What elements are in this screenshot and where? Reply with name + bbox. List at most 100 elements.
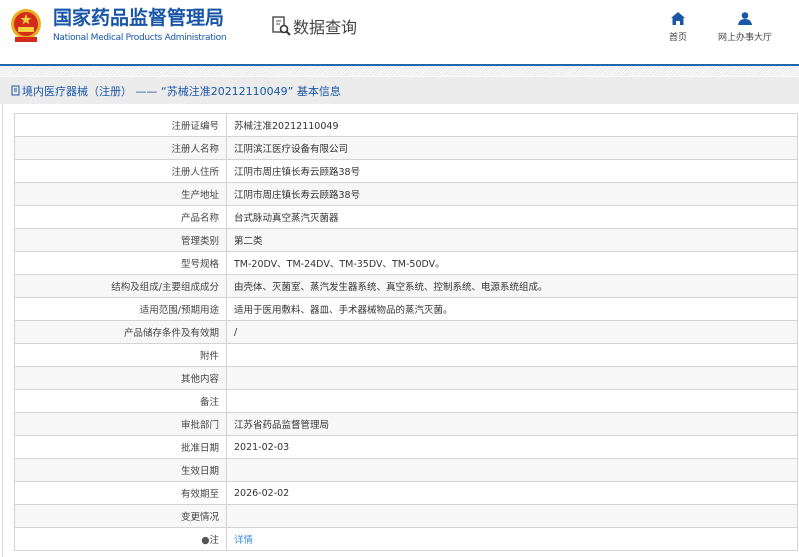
document-icon [11, 85, 20, 96]
pin-icon: ● [201, 535, 210, 546]
nav-home[interactable]: 首页 [643, 12, 713, 43]
row-label: 产品储存条件及有效期 [14, 320, 227, 344]
row-label-text: 批准日期 [180, 443, 219, 454]
row-value: 江阴市周庄镇长寿云顾路38号 [226, 182, 798, 206]
row-label-text: 注 [209, 535, 219, 546]
table-row: 生产地址 江阴市周庄镇长寿云顾路38号 [14, 182, 798, 206]
row-label-text: 审批部门 [180, 420, 219, 431]
row-label-text: 产品储存条件及有效期 [123, 328, 219, 339]
header-pattern [0, 66, 799, 76]
row-value: 2026-02-02 [226, 481, 798, 505]
row-label: 注册证编号 [14, 113, 227, 137]
row-label: 结构及组成/主要组成成分 [14, 274, 227, 298]
table-row: 审批部门 江苏省药品监督管理局 [14, 412, 798, 436]
row-value: 适用于医用敷料、器皿、手术器械物品的蒸汽灭菌。 [226, 297, 798, 321]
table-row: ●注 详情 [14, 527, 798, 551]
row-label-text: 管理类别 [180, 236, 219, 247]
site-header: 国家药品监督管理局 National Medical Products Admi… [0, 0, 799, 64]
row-label: 生产地址 [14, 182, 227, 206]
row-value: 江阴滨江医疗设备有限公司 [226, 136, 798, 160]
row-label: 适用范围/预期用途 [14, 297, 227, 321]
table-row: 产品储存条件及有效期 / [14, 320, 798, 344]
row-value [226, 366, 798, 390]
row-value [226, 389, 798, 413]
row-value [226, 458, 798, 482]
user-icon [738, 12, 752, 25]
row-label-text: 变更情况 [180, 512, 219, 523]
row-label: 注册人住所 [14, 159, 227, 183]
details-link[interactable]: 详情 [234, 535, 254, 546]
data-query-heading: 数据查询 [271, 14, 357, 38]
row-label: 审批部门 [14, 412, 227, 436]
table-row: 有效期至 2026-02-02 [14, 481, 798, 505]
row-label-text: 适用范围/预期用途 [139, 305, 219, 316]
row-value [226, 504, 798, 528]
row-label-text: 其他内容 [180, 374, 219, 385]
table-row: 产品名称 台式脉动真空蒸汽灭菌器 [14, 205, 798, 229]
nav-online-hall-label: 网上办事大厅 [717, 33, 772, 43]
row-label: 生效日期 [14, 458, 227, 482]
document-search-icon [272, 16, 291, 36]
row-label: 备注 [14, 389, 227, 413]
detail-table: 注册证编号 苏械注准20212110049 注册人名称 江阴滨江医疗设备有限公司 注册人… [14, 113, 798, 551]
row-label: 变更情况 [14, 504, 227, 528]
row-label: 管理类别 [14, 228, 227, 252]
table-row: 生效日期 [14, 458, 798, 482]
row-label-text: 备注 [199, 397, 219, 408]
table-row: 管理类别 第二类 [14, 228, 798, 252]
national-emblem-icon [11, 9, 41, 42]
breadcrumb-text: 境内医疗器械（注册） —— “苏械注准20212110049” 基本信息 [22, 84, 341, 98]
section-title: 数据查询 [293, 18, 358, 37]
row-value: 台式脉动真空蒸汽灭菌器 [226, 205, 798, 229]
table-row: 备注 [14, 389, 798, 413]
row-label-text: 注册证编号 [171, 121, 219, 132]
table-row: 附件 [14, 343, 798, 367]
row-label: 注册人名称 [14, 136, 227, 160]
row-label-text: 注册人住所 [171, 167, 219, 178]
row-label-text: 生效日期 [180, 466, 219, 477]
detail-panel: 注册证编号 苏械注准20212110049 注册人名称 江阴滨江医疗设备有限公司 注册人… [2, 104, 799, 557]
row-label: 其他内容 [14, 366, 227, 390]
row-label-text: 结构及组成/主要组成成分 [111, 282, 219, 293]
row-label: 型号规格 [14, 251, 227, 275]
table-row: 型号规格 TM-20DV、TM-24DV、TM-35DV、TM-50DV。 [14, 251, 798, 275]
row-label-text: 型号规格 [180, 259, 219, 270]
table-row: 注册证编号 苏械注准20212110049 [14, 113, 798, 137]
row-value: 详情 [226, 527, 798, 551]
row-label-text: 附件 [199, 351, 219, 362]
table-row: 适用范围/预期用途 适用于医用敷料、器皿、手术器械物品的蒸汽灭菌。 [14, 297, 798, 321]
row-label-text: 有效期至 [180, 489, 219, 500]
row-label: 附件 [14, 343, 227, 367]
header-divider [0, 64, 799, 66]
logo-subtitle: National Medical Products Administration [53, 33, 227, 43]
table-row: 批准日期 2021-02-03 [14, 435, 798, 459]
row-value: 苏械注准20212110049 [226, 113, 798, 137]
row-value: / [226, 320, 798, 344]
nav-home-label: 首页 [668, 33, 687, 43]
brand-row: 国家药品监督管理局 National Medical Products Admi… [9, 6, 357, 44]
nav-online-hall[interactable]: 网上办事大厅 [710, 12, 780, 43]
table-row: 其他内容 [14, 366, 798, 390]
table-row: 注册人名称 江阴滨江医疗设备有限公司 [14, 136, 798, 160]
row-value: TM-20DV、TM-24DV、TM-35DV、TM-50DV。 [226, 251, 798, 275]
logo-title[interactable]: 国家药品监督管理局 [53, 7, 225, 29]
row-value [226, 343, 798, 367]
row-value: 江阴市周庄镇长寿云顾路38号 [226, 159, 798, 183]
row-label: ●注 [14, 527, 227, 551]
breadcrumb: 境内医疗器械（注册） —— “苏械注准20212110049” 基本信息 [0, 77, 799, 104]
table-row: 注册人住所 江阴市周庄镇长寿云顾路38号 [14, 159, 798, 183]
table-row: 结构及组成/主要组成成分 由壳体、灭菌室、蒸汽发生器系统、真空系统、控制系统、电源… [14, 274, 798, 298]
home-icon [671, 12, 685, 25]
row-value: 由壳体、灭菌室、蒸汽发生器系统、真空系统、控制系统、电源系统组成。 [226, 274, 798, 298]
row-value: 江苏省药品监督管理局 [226, 412, 798, 436]
row-label: 产品名称 [14, 205, 227, 229]
row-value: 第二类 [226, 228, 798, 252]
row-label-text: 注册人名称 [171, 144, 219, 155]
row-label-text: 生产地址 [180, 190, 219, 201]
row-label: 批准日期 [14, 435, 227, 459]
row-value: 2021-02-03 [226, 435, 798, 459]
row-label: 有效期至 [14, 481, 227, 505]
row-label-text: 产品名称 [180, 213, 219, 224]
logo[interactable]: 国家药品监督管理局 National Medical Products Admi… [53, 6, 233, 44]
table-row: 变更情况 [14, 504, 798, 528]
